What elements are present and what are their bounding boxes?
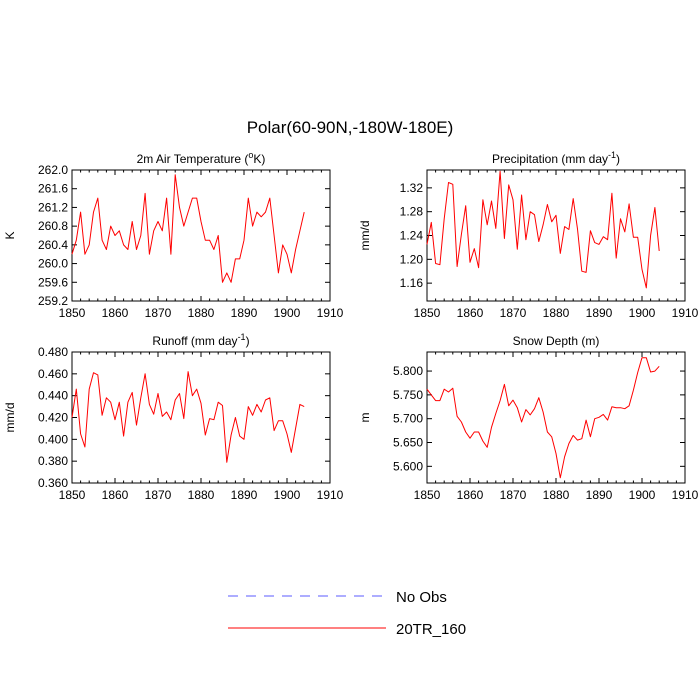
y-tick-label: 1.24 bbox=[400, 229, 424, 243]
plot-frame bbox=[71, 351, 331, 484]
x-tick-label: 1880 bbox=[543, 488, 570, 502]
x-tick-label: 1880 bbox=[188, 306, 215, 320]
panel-title-main: Snow Depth (m) bbox=[513, 334, 600, 348]
x-tick-label: 1910 bbox=[317, 488, 344, 502]
x-tick-label: 1910 bbox=[317, 306, 344, 320]
y-tick-label: 259.6 bbox=[38, 275, 68, 289]
x-tick-label: 1890 bbox=[586, 306, 613, 320]
y-tick-label: 5.650 bbox=[393, 436, 423, 450]
panel-title-main: 2m Air Temperature ( bbox=[137, 152, 249, 166]
y-tick-label: 0.360 bbox=[38, 476, 68, 490]
x-tick-label: 1900 bbox=[274, 306, 301, 320]
y-tick-label: 260.8 bbox=[38, 219, 68, 233]
y-tick-label: 260.0 bbox=[38, 257, 68, 271]
y-tick-label: 1.28 bbox=[400, 205, 424, 219]
panel-precipitation: Precipitation (mm day-1) mm/d 1850 1860 1870… bbox=[358, 150, 699, 320]
main-title: Polar(60-90N,-180W-180E) bbox=[247, 118, 454, 137]
y-tick-label: 0.400 bbox=[38, 432, 68, 446]
y-tick-label: 5.800 bbox=[393, 364, 423, 378]
y-axis-label: K bbox=[3, 231, 17, 239]
x-tick-label: 1870 bbox=[145, 306, 172, 320]
x-tick-label: 1870 bbox=[500, 306, 527, 320]
x-tick-label: 1910 bbox=[672, 488, 699, 502]
panel-title-superscript: -1 bbox=[238, 332, 246, 342]
x-tick-label: 1890 bbox=[231, 488, 258, 502]
x-tick-label: 1880 bbox=[188, 488, 215, 502]
x-tick-label: 1900 bbox=[629, 306, 656, 320]
panel-title-end: ) bbox=[616, 152, 620, 166]
x-tick-label: 1850 bbox=[414, 306, 441, 320]
y-tick-label: 0.420 bbox=[38, 411, 68, 425]
x-tick-label: 1910 bbox=[672, 306, 699, 320]
panel-title-end: ) bbox=[246, 334, 250, 348]
legend-label-20tr-160: 20TR_160 bbox=[396, 621, 466, 638]
series-line-20tr-160 bbox=[71, 174, 305, 283]
y-axis-label: mm/d bbox=[358, 221, 372, 251]
y-tick-label: 5.700 bbox=[393, 412, 423, 426]
panel-snow-depth: Snow Depth (m) m 1850 1860 1870 1880 1890 1900 1… bbox=[358, 334, 699, 502]
y-tick-label: 260.4 bbox=[38, 238, 68, 252]
y-tick-label: 0.480 bbox=[38, 345, 68, 359]
x-tick-label: 1870 bbox=[500, 488, 527, 502]
panel-title-superscript: -1 bbox=[608, 150, 616, 160]
y-tick-label: 262.0 bbox=[38, 163, 68, 177]
panel-air-temperature: 2m Air Temperature (oK) K 1850 1860 1870 1880… bbox=[3, 150, 344, 320]
panel-title: Runoff (mm day-1) bbox=[152, 332, 249, 348]
y-axis-label: mm/d bbox=[3, 403, 17, 433]
x-tick-label: 1880 bbox=[543, 306, 570, 320]
panel-title-main: Runoff (mm day bbox=[152, 334, 237, 348]
x-tick-label: 1870 bbox=[145, 488, 172, 502]
x-tick-label: 1900 bbox=[274, 488, 301, 502]
x-tick-label: 1860 bbox=[102, 488, 129, 502]
panel-title-superscript: o bbox=[248, 150, 253, 160]
y-tick-label: 259.2 bbox=[38, 294, 68, 308]
x-tick-label: 1850 bbox=[59, 488, 86, 502]
legend: No Obs 20TR_160 bbox=[228, 589, 466, 638]
y-tick-label: 5.750 bbox=[393, 388, 423, 402]
x-tick-label: 1860 bbox=[102, 306, 129, 320]
y-tick-label: 1.20 bbox=[400, 252, 424, 266]
y-tick-label: 0.380 bbox=[38, 454, 68, 468]
x-tick-label: 1900 bbox=[629, 488, 656, 502]
legend-label-no-obs: No Obs bbox=[396, 589, 447, 606]
y-tick-label: 0.440 bbox=[38, 389, 68, 403]
plot-frame bbox=[426, 351, 686, 484]
y-axis-label: m bbox=[358, 413, 372, 423]
panel-runoff: Runoff (mm day-1) mm/d 1850 1860 1870 1880 189… bbox=[3, 332, 344, 502]
x-tick-label: 1850 bbox=[414, 488, 441, 502]
y-tick-label: 1.16 bbox=[400, 276, 424, 290]
y-tick-label: 0.460 bbox=[38, 367, 68, 381]
y-tick-label: 5.600 bbox=[393, 459, 423, 473]
plot-frame bbox=[71, 169, 331, 302]
y-tick-label: 261.2 bbox=[38, 200, 68, 214]
y-tick-label: 1.32 bbox=[400, 181, 424, 195]
panel-title: Snow Depth (m) bbox=[513, 334, 600, 348]
panel-title-end: K) bbox=[253, 152, 265, 166]
panel-title: 2m Air Temperature (oK) bbox=[137, 150, 266, 166]
x-tick-label: 1850 bbox=[59, 306, 86, 320]
x-tick-label: 1860 bbox=[457, 488, 484, 502]
series-line-20tr-160 bbox=[426, 170, 660, 289]
panel-title: Precipitation (mm day-1) bbox=[492, 150, 620, 166]
panel-title-main: Precipitation (mm day bbox=[492, 152, 608, 166]
plot-frame bbox=[426, 169, 686, 302]
y-tick-label: 261.6 bbox=[38, 182, 68, 196]
series-line-20tr-160 bbox=[71, 371, 305, 463]
x-tick-label: 1890 bbox=[231, 306, 258, 320]
series-line-20tr-160 bbox=[426, 357, 660, 479]
x-tick-label: 1860 bbox=[457, 306, 484, 320]
x-tick-label: 1890 bbox=[586, 488, 613, 502]
